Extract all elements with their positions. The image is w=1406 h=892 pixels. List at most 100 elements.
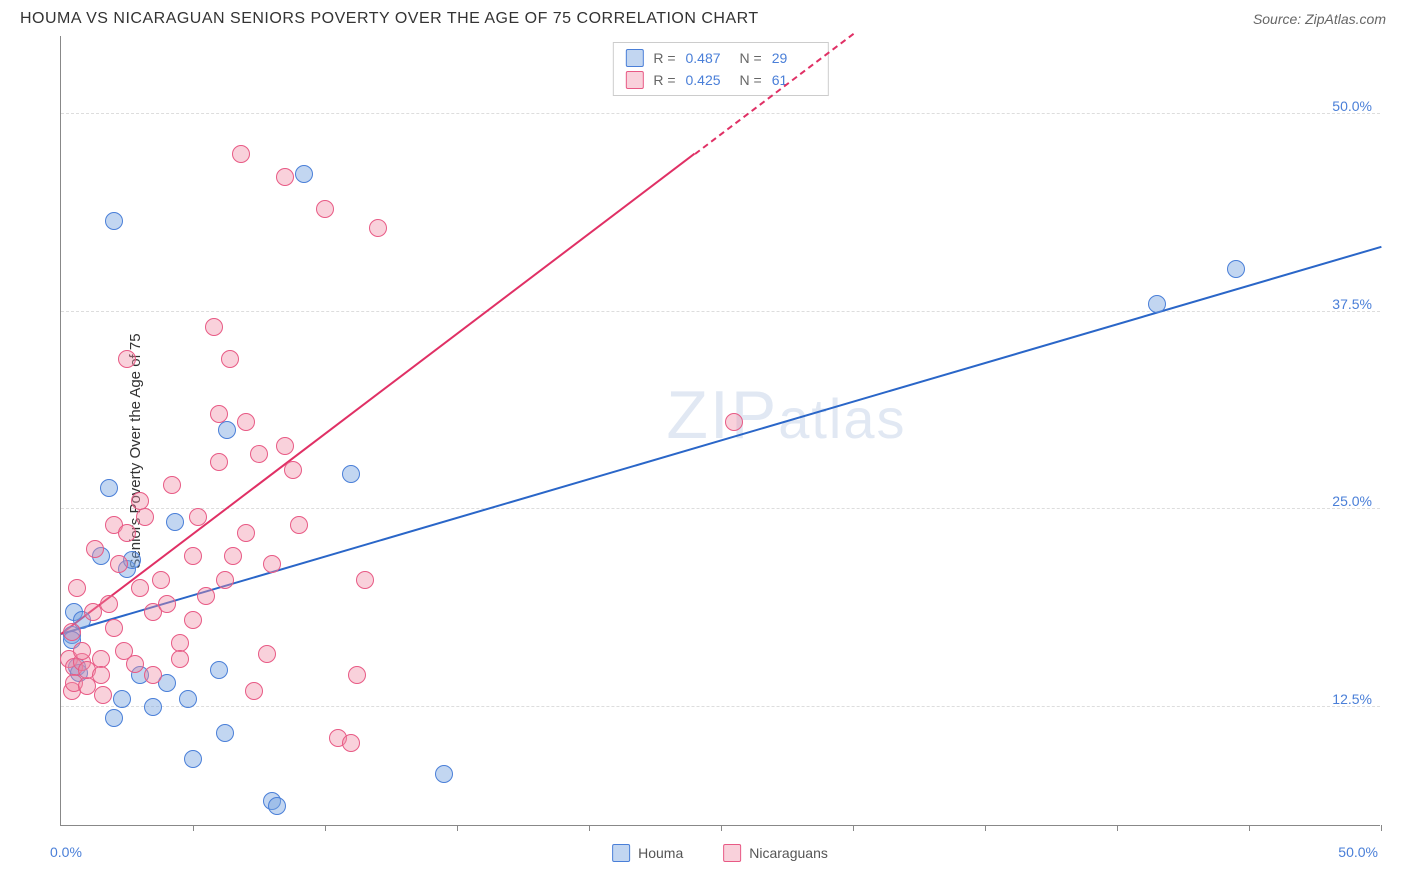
data-point	[356, 571, 374, 589]
data-point	[369, 219, 387, 237]
data-point	[210, 453, 228, 471]
stat-r-value: 0.425	[686, 72, 730, 88]
data-point	[105, 619, 123, 637]
data-point	[105, 212, 123, 230]
data-point	[237, 413, 255, 431]
stats-legend: R =0.487N =29R =0.425N =61	[612, 42, 828, 96]
data-point	[184, 547, 202, 565]
data-point	[118, 350, 136, 368]
gridline	[61, 706, 1380, 707]
data-point	[276, 168, 294, 186]
data-point	[276, 437, 294, 455]
data-point	[342, 465, 360, 483]
data-point	[92, 666, 110, 684]
y-tick-label: 12.5%	[1332, 691, 1372, 707]
data-point	[63, 623, 81, 641]
data-point	[232, 145, 250, 163]
data-point	[126, 655, 144, 673]
chart-area: Seniors Poverty Over the Age of 75 ZIPat…	[10, 36, 1396, 866]
chart-header: HOUMA VS NICARAGUAN SENIORS POVERTY OVER…	[10, 10, 1396, 36]
data-point	[237, 524, 255, 542]
data-point	[184, 611, 202, 629]
data-point	[131, 579, 149, 597]
data-point	[1148, 295, 1166, 313]
stat-r-value: 0.487	[686, 50, 730, 66]
stat-n-label: N =	[740, 72, 762, 88]
x-tick	[325, 825, 326, 831]
data-point	[224, 547, 242, 565]
data-point	[184, 750, 202, 768]
data-point	[295, 165, 313, 183]
data-point	[205, 318, 223, 336]
stats-row: R = 0.487 N = 29	[625, 47, 815, 69]
data-point	[268, 797, 286, 815]
x-tick	[193, 825, 194, 831]
data-point	[258, 645, 276, 663]
data-point	[245, 682, 263, 700]
chart-container: HOUMA VS NICARAGUAN SENIORS POVERTY OVER…	[10, 10, 1396, 882]
x-min-label: 0.0%	[50, 844, 82, 860]
chart-title: HOUMA VS NICARAGUAN SENIORS POVERTY OVER…	[20, 10, 759, 28]
x-tick	[721, 825, 722, 831]
legend-swatch	[625, 71, 643, 89]
data-point	[250, 445, 268, 463]
data-point	[210, 661, 228, 679]
legend-swatch	[723, 844, 741, 862]
data-point	[144, 698, 162, 716]
data-point	[94, 686, 112, 704]
x-axis: 0.0% 50.0% HoumaNicaraguans	[60, 836, 1380, 866]
gridline	[61, 311, 1380, 312]
data-point	[221, 350, 239, 368]
data-point	[197, 587, 215, 605]
x-tick	[457, 825, 458, 831]
gridline	[61, 113, 1380, 114]
data-point	[189, 508, 207, 526]
data-point	[284, 461, 302, 479]
x-tick	[1117, 825, 1118, 831]
x-tick	[853, 825, 854, 831]
data-point	[342, 734, 360, 752]
stat-n-label: N =	[740, 50, 762, 66]
data-point	[210, 405, 228, 423]
data-point	[110, 555, 128, 573]
data-point	[113, 690, 131, 708]
source-label: Source: ZipAtlas.com	[1253, 11, 1386, 27]
y-tick-label: 25.0%	[1332, 493, 1372, 509]
series-legend: Houma Nicaraguans	[612, 844, 828, 862]
x-tick	[589, 825, 590, 831]
legend-item: Nicaraguans	[723, 844, 828, 862]
data-point	[163, 476, 181, 494]
legend-swatch	[612, 844, 630, 862]
x-max-label: 50.0%	[1338, 844, 1378, 860]
data-point	[725, 413, 743, 431]
data-point	[1227, 260, 1245, 278]
watermark: ZIPatlas	[666, 376, 906, 454]
data-point	[136, 508, 154, 526]
plot-region: ZIPatlas R =0.487N =29R =0.425N =61 12.5…	[60, 36, 1380, 826]
data-point	[68, 579, 86, 597]
data-point	[171, 650, 189, 668]
data-point	[105, 709, 123, 727]
data-point	[118, 524, 136, 542]
data-point	[216, 571, 234, 589]
stat-n-value: 29	[772, 50, 816, 66]
stat-r-label: R =	[653, 72, 675, 88]
stat-r-label: R =	[653, 50, 675, 66]
legend-item: Houma	[612, 844, 683, 862]
gridline	[61, 508, 1380, 509]
data-point	[86, 540, 104, 558]
stats-row: R =0.425N =61	[625, 69, 815, 91]
legend-label: Houma	[638, 845, 683, 861]
x-tick	[985, 825, 986, 831]
data-point	[100, 479, 118, 497]
data-point	[144, 666, 162, 684]
data-point	[435, 765, 453, 783]
data-point	[100, 595, 118, 613]
data-point	[158, 595, 176, 613]
data-point	[263, 555, 281, 573]
data-point	[348, 666, 366, 684]
data-point	[218, 421, 236, 439]
x-tick	[1249, 825, 1250, 831]
data-point	[179, 690, 197, 708]
data-point	[73, 642, 91, 660]
